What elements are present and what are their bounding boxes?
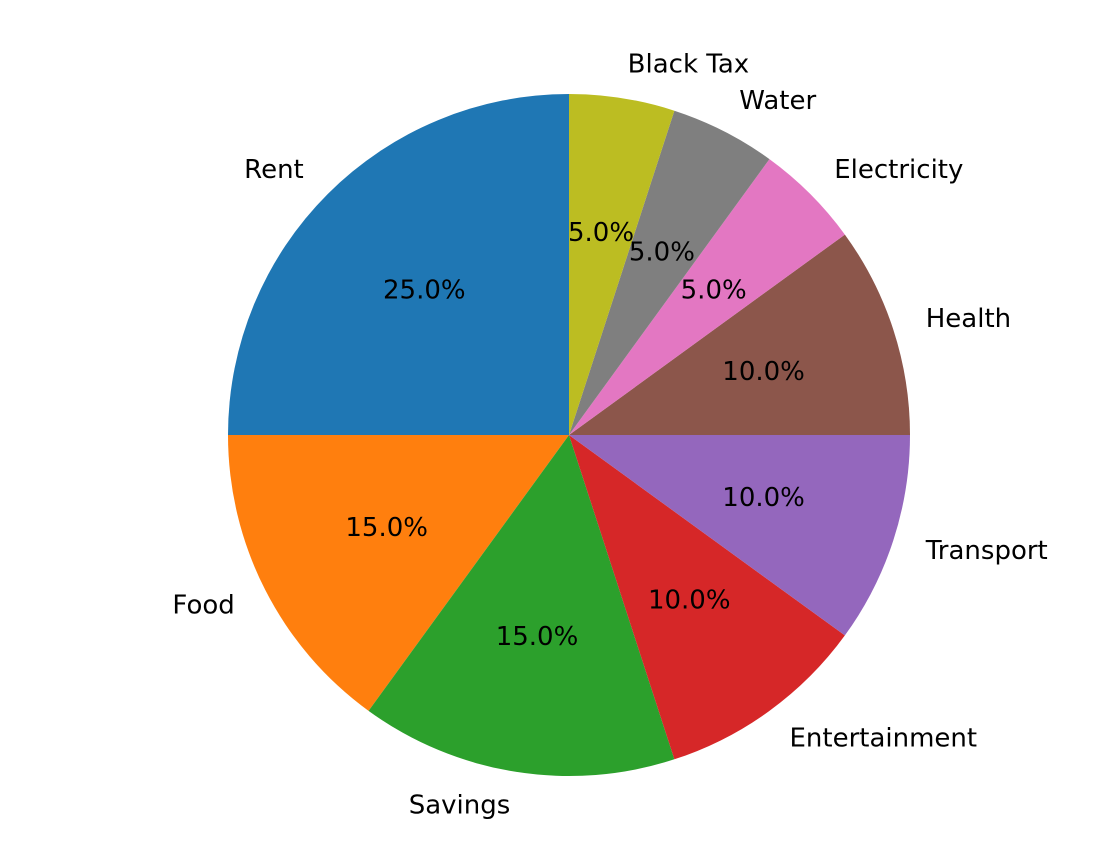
label-food: Food — [172, 590, 234, 620]
slice-savings — [368, 435, 675, 776]
pct-black-tax: 5.0% — [568, 218, 634, 248]
label-savings: Savings — [409, 790, 511, 820]
slice-electricity — [569, 159, 845, 436]
label-rent: Rent — [244, 155, 304, 185]
slice-entertainment — [569, 435, 845, 760]
pct-entertainment: 10.0% — [648, 586, 731, 616]
pct-health: 10.0% — [722, 357, 805, 387]
label-water: Water — [739, 86, 816, 116]
slice-black-tax — [569, 94, 675, 435]
slice-water — [569, 110, 770, 435]
pct-water: 5.0% — [629, 238, 695, 268]
pct-savings: 15.0% — [496, 622, 579, 652]
slice-food — [228, 435, 569, 711]
slice-transport — [569, 435, 910, 636]
slice-rent — [228, 94, 569, 435]
pct-rent: 25.0% — [383, 275, 466, 305]
label-entertainment: Entertainment — [789, 723, 977, 753]
pie-slices — [228, 94, 910, 776]
label-health: Health — [926, 304, 1011, 334]
pct-electricity: 5.0% — [681, 275, 747, 305]
label-electricity: Electricity — [834, 155, 963, 185]
pct-food: 15.0% — [345, 513, 428, 543]
slice-health — [569, 234, 910, 435]
label-black-tax: Black Tax — [628, 50, 750, 80]
label-transport: Transport — [925, 536, 1048, 566]
pct-transport: 10.0% — [722, 483, 805, 513]
pie-labels: Rent 25.0% Food 15.0% Savings 15.0% Entertainm… — [172, 50, 1047, 821]
